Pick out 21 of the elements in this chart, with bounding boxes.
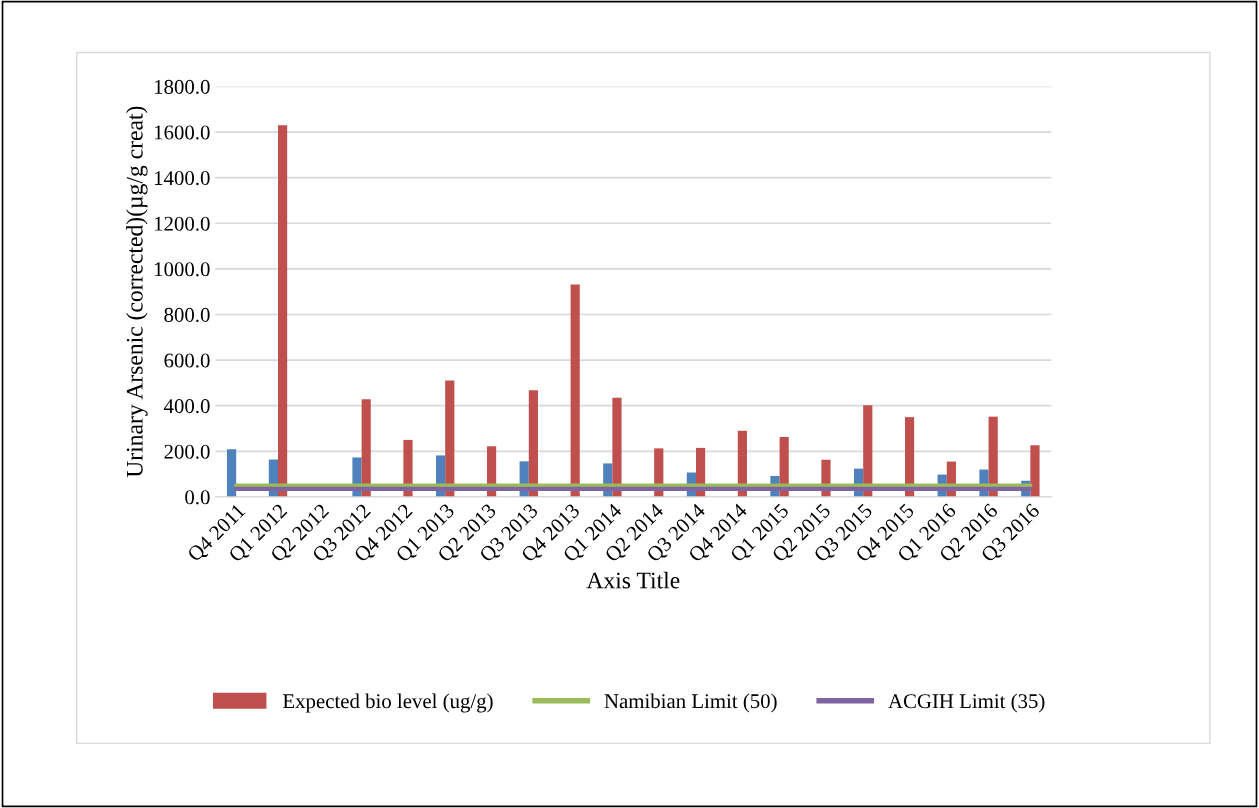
y-tick-label: 400.0 [163,399,210,414]
bar [528,390,538,497]
y-tick-label: 0.0 [185,490,210,505]
y-tick-label: 1600.0 [154,125,210,140]
y-tick-label: 600.0 [164,353,210,368]
bar [445,380,455,497]
y-tick-label: 200.0 [164,444,210,459]
y-tick-label: 1200.0 [154,216,210,231]
bar [277,125,288,497]
bar [570,284,580,497]
y-tick-label: 1400.0 [154,171,210,186]
x-axis-title: Axis Title [586,571,680,589]
legend-label: Namibian Limit (50) [604,693,777,713]
y-axis-title: Urinary Arsenic (corrected)(µg/g creat) [126,106,148,478]
y-tick-label: 1800.0 [154,79,210,94]
legend-label: ACGIH Limit (35) [888,693,1045,713]
y-tick-label: 800.0 [164,307,210,323]
bar [226,449,237,497]
y-tick-label: 1000.0 [154,262,210,277]
bar [1030,445,1040,497]
legend-label: Expected bio level (ug/g) [283,693,493,713]
